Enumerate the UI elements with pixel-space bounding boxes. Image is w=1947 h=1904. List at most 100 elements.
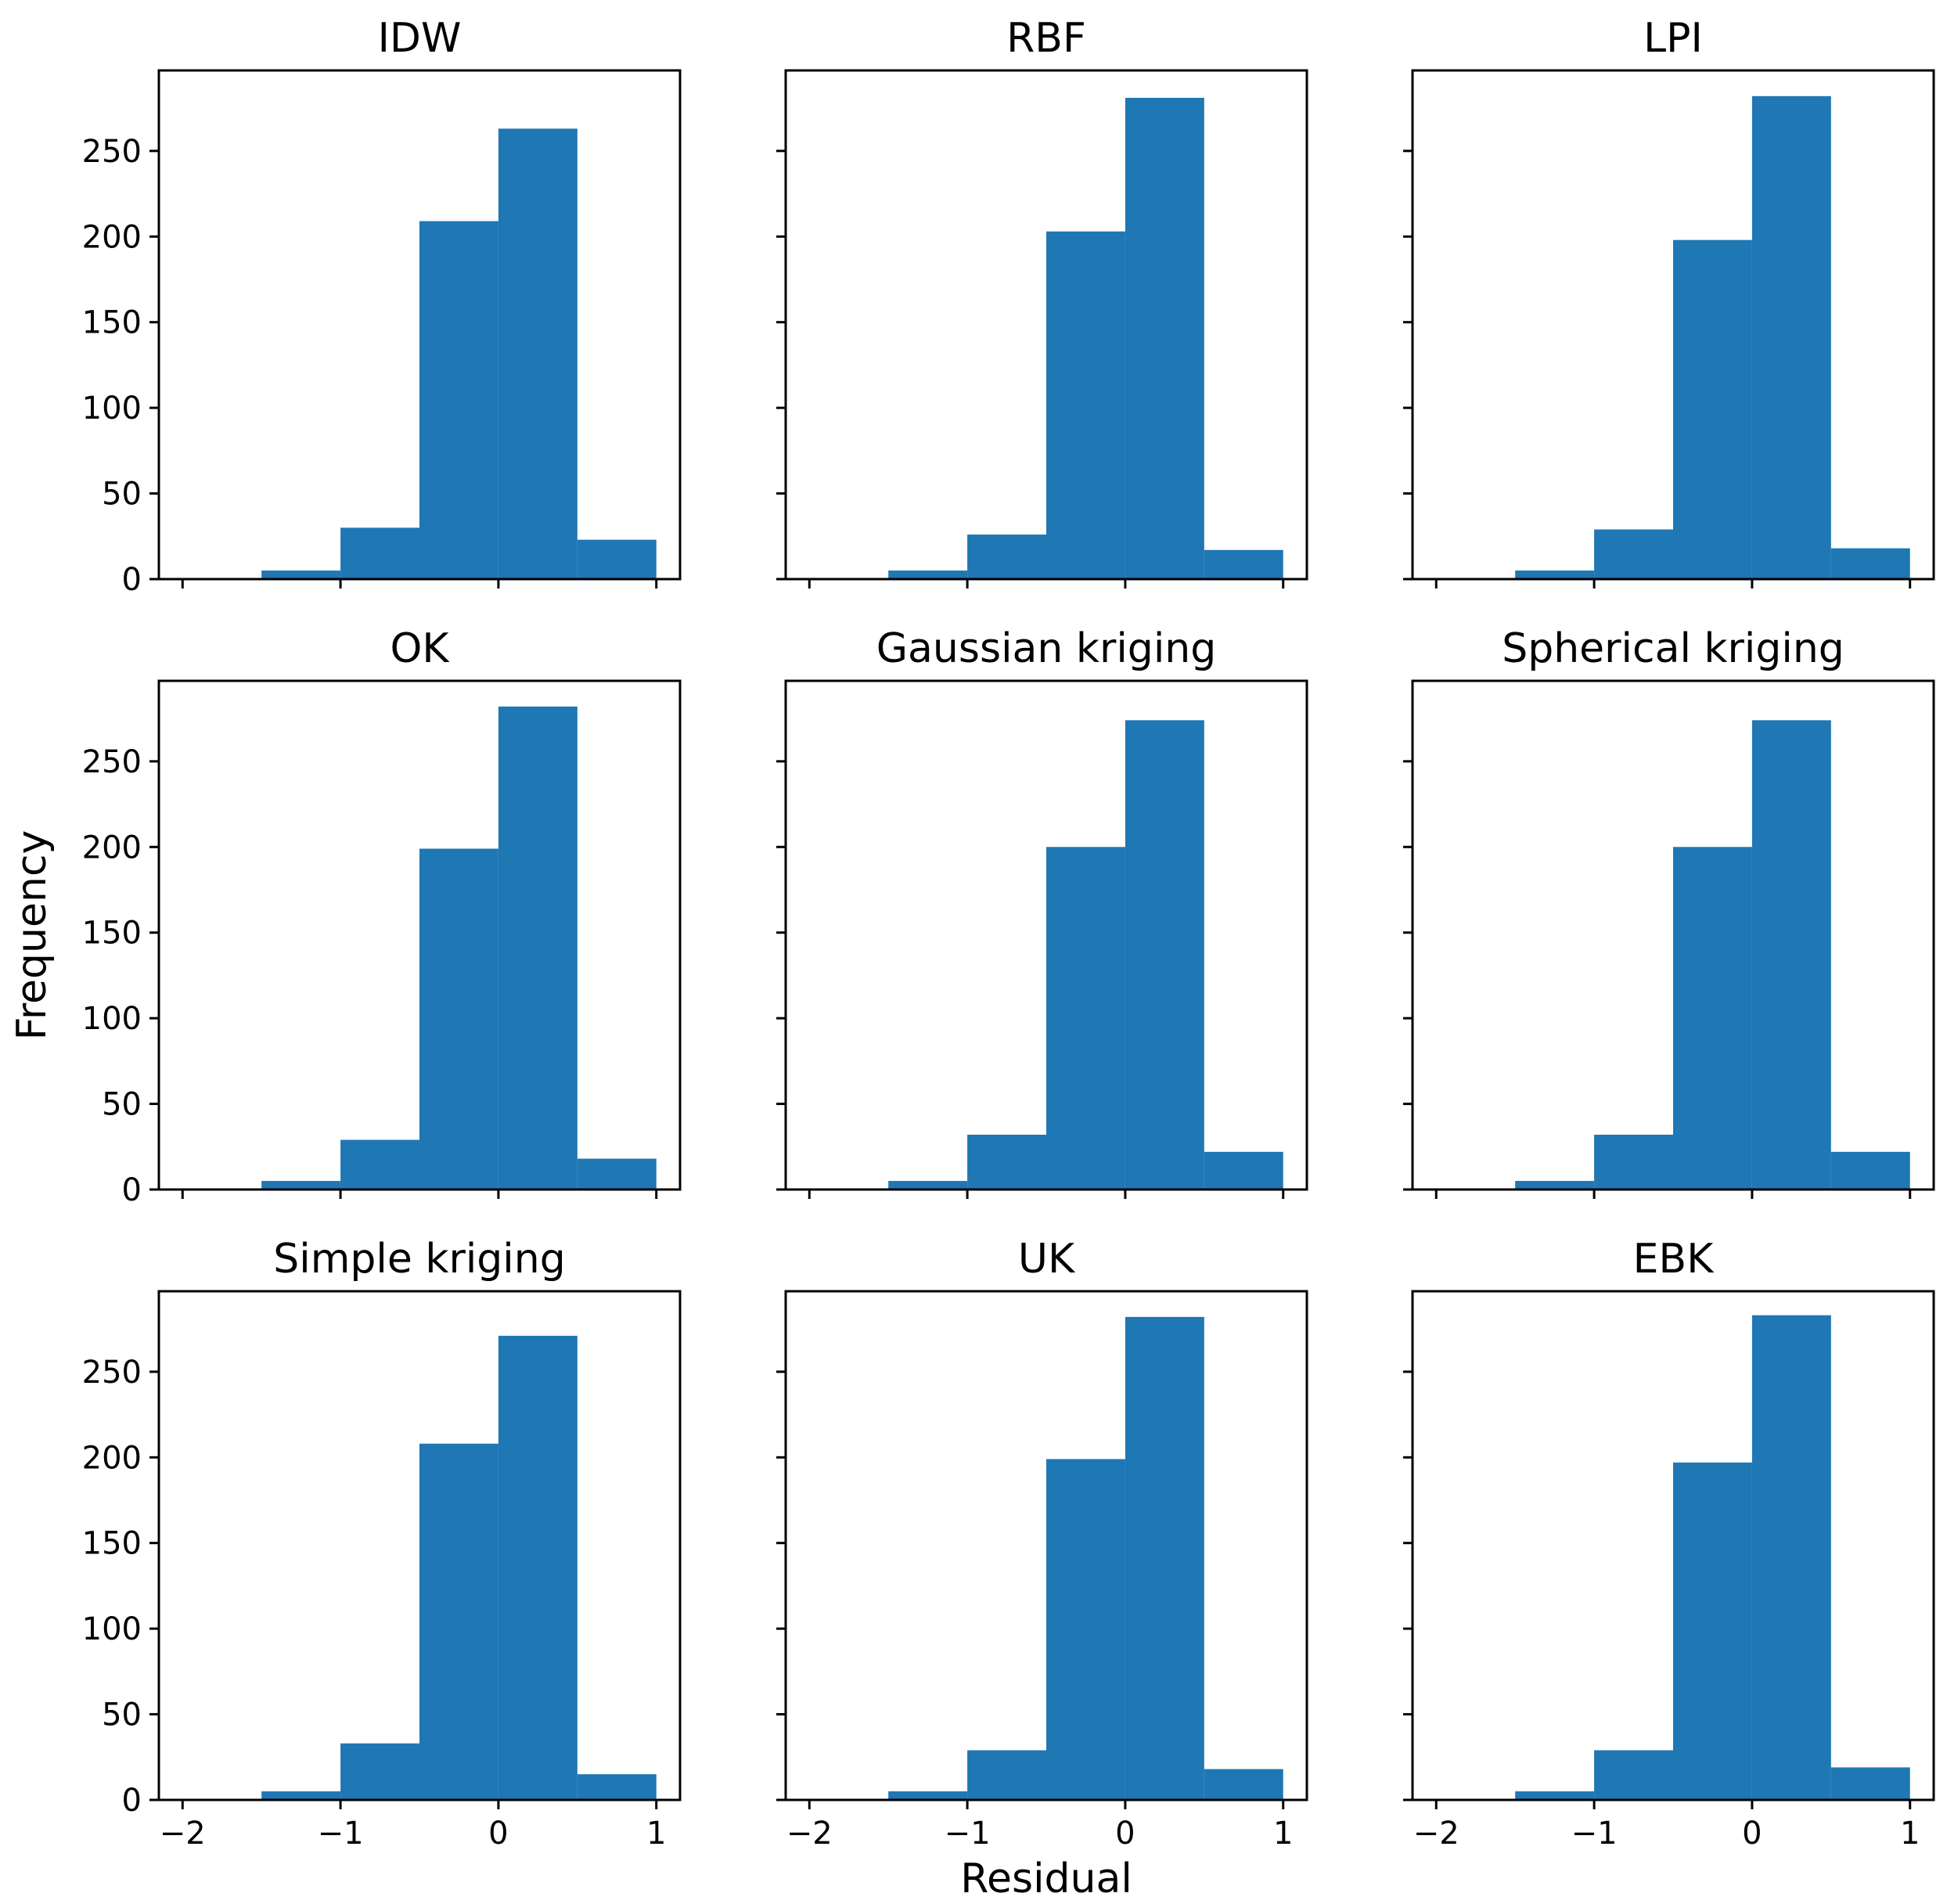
histogram-bar [577,1158,657,1190]
histogram-bar [1046,231,1125,579]
x-tick-label: 0 [1115,1816,1135,1852]
panel-title: IDW [378,15,462,62]
y-tick-label: 0 [122,1172,142,1208]
histogram-bar [967,1750,1046,1800]
histogram-bar [340,1743,419,1800]
panel-title: UK [1018,1236,1076,1283]
plot-frame [784,69,1308,581]
histogram-bar [1515,570,1595,579]
y-tick-label: 250 [82,134,142,170]
histogram-bar [498,706,578,1190]
y-tick-label: 150 [82,916,142,952]
histogram-bar [1594,1134,1673,1190]
histogram-bar [967,1134,1046,1190]
y-axis-label: Frequency [9,830,56,1041]
panel-title: Spherical kriging [1502,625,1844,672]
histogram-panel: IDW 0 50 100 150 200 250 [82,15,682,598]
histogram-bar [261,1181,341,1190]
x-tick-label: −1 [318,1816,364,1852]
y-tick-label: 100 [82,391,142,427]
y-tick-label: 200 [82,1440,142,1476]
plot-frame [157,679,682,1191]
histogram-bar [1125,720,1204,1190]
histogram-panel: Gaussian kriging [776,625,1308,1199]
y-tick-label: 50 [102,1087,142,1123]
histogram-panel: RBF [776,15,1308,588]
plot-frame [784,1290,1308,1801]
histogram-panel: EBK −2 −1 0 1 [1403,1236,1935,1852]
histogram-bar [1204,549,1283,579]
histogram-bar [1125,98,1204,579]
histogram-bar [340,527,419,579]
y-tick-label: 50 [102,1697,142,1733]
x-tick-label: −1 [1571,1816,1618,1852]
x-axis-label: Residual [960,1855,1132,1902]
histogram-bar [261,1791,341,1800]
y-tick-label: 250 [82,1355,142,1391]
histogram-bar [1204,1769,1283,1800]
y-tick-label: 0 [122,1783,142,1819]
histogram-bar [888,570,968,579]
histogram-bar [1515,1791,1595,1800]
x-tick-label: −2 [160,1816,206,1852]
y-tick-label: 50 [102,477,142,513]
histogram-bar [340,1139,419,1190]
histogram-panel: OK 0 50 100 150 200 250 [82,625,682,1208]
histogram-panel: LPI [1403,15,1935,588]
histogram-panel: Spherical kriging [1403,625,1935,1199]
histogram-bar [1830,1151,1910,1190]
x-tick-label: −2 [786,1816,833,1852]
histogram-bar [1594,529,1673,579]
histogram-bar [1751,95,1831,579]
histogram-bar [1125,1316,1204,1800]
histogram-bar [498,128,578,580]
panel-title: OK [390,625,450,672]
x-tick-label: 1 [1900,1816,1920,1852]
histogram-bar [419,221,498,579]
x-tick-label: 1 [1273,1816,1293,1852]
histogram-bar [419,1443,498,1800]
plot-frame [784,679,1308,1191]
plot-frame [157,1290,682,1801]
histogram-bar [1673,1462,1752,1800]
y-tick-label: 200 [82,219,142,255]
panel-title: LPI [1643,15,1703,62]
histogram-bar [261,570,341,579]
histogram-bar [888,1181,968,1190]
histogram-bar [498,1335,578,1800]
histogram-bar [419,848,498,1190]
panel-title: EBK [1633,1236,1715,1283]
histogram-bar [1204,1151,1283,1190]
x-tick-label: 1 [646,1816,666,1852]
histogram-bar [888,1791,968,1800]
x-tick-label: 0 [1742,1816,1762,1852]
panel-title: Simple kriging [273,1236,565,1283]
plot-frame [157,69,682,581]
histogram-bar [1515,1181,1595,1190]
panel-title: Gaussian kriging [876,625,1216,672]
y-tick-label: 0 [122,562,142,598]
histogram-bar [967,534,1046,579]
histogram-panel: UK −2 −1 0 1 [776,1236,1308,1852]
histogram-bar [1594,1750,1673,1800]
panel-title: RBF [1006,15,1086,62]
histogram-bar [1830,548,1910,579]
histogram-bar [577,1774,657,1800]
y-tick-label: 200 [82,830,142,866]
plot-frame [1411,1290,1935,1801]
x-tick-label: 0 [488,1816,508,1852]
histogram-bar [577,539,657,579]
histogram-panel: Simple kriging 0 50 100 150 200 250 −2 −1 0 1 [82,1236,682,1852]
y-tick-label: 150 [82,1526,142,1562]
x-tick-label: −1 [945,1816,991,1852]
histogram-bar [1751,720,1831,1190]
histogram-bar [1046,847,1125,1190]
histogram-bar [1830,1767,1910,1800]
histogram-bar [1673,847,1752,1190]
x-tick-label: −2 [1413,1816,1459,1852]
histogram-bar [1751,1315,1831,1800]
plot-frame [1411,69,1935,581]
